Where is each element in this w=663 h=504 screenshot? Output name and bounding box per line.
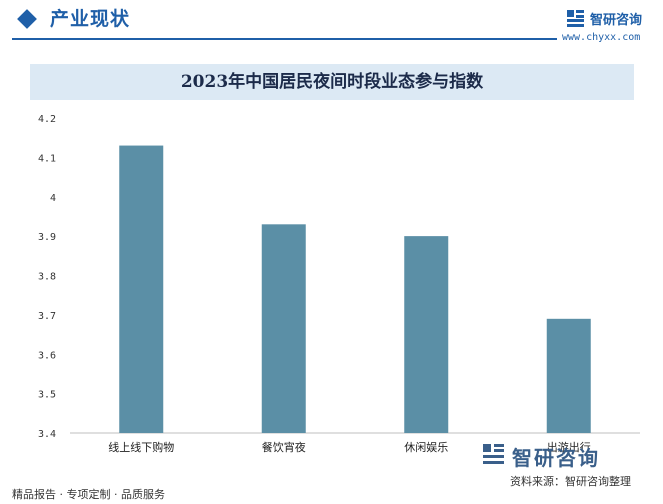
section-title: 产业现状 [50,8,131,30]
bar [119,145,164,433]
x-category-label: 出游出行 [547,440,591,454]
x-category-label: 休闲娱乐 [404,440,448,454]
brand-logo-icon [567,10,584,27]
footer-logo-name: 智研咨询 [512,446,600,470]
y-tick-label: 3.6 [38,350,56,361]
x-category-label: 线上线下购物 [108,440,174,454]
y-tick-label: 3.9 [38,232,56,243]
footer-slogan: 精品报告 · 专项定制 · 品质服务 [12,488,165,501]
bar [261,224,306,433]
header-divider [12,38,557,40]
y-tick-label: 4.1 [38,153,56,164]
chart-title: 2023年中国居民夜间时段业态参与指数 [180,72,484,92]
bar [404,236,449,433]
y-tick-label: 3.5 [38,390,56,401]
brand-name: 智研咨询 [590,13,643,28]
bar [546,318,591,433]
y-tick-label: 3.8 [38,272,56,283]
y-tick-label: 3.4 [38,429,56,440]
footer-logo-icon [483,444,504,464]
data-source: 资料来源：智研咨询整理 [510,475,631,488]
y-tick-label: 4.2 [38,114,56,125]
header: 产业现状 智研咨询 www.chyxx.com [0,0,663,46]
x-category-label: 餐饮宵夜 [262,440,306,454]
chart-title-band: 2023年中国居民夜间时段业态参与指数 [30,64,634,100]
brand-url: www.chyxx.com [562,32,641,43]
y-tick-label: 4 [50,193,56,204]
y-tick-label: 3.7 [38,311,56,322]
